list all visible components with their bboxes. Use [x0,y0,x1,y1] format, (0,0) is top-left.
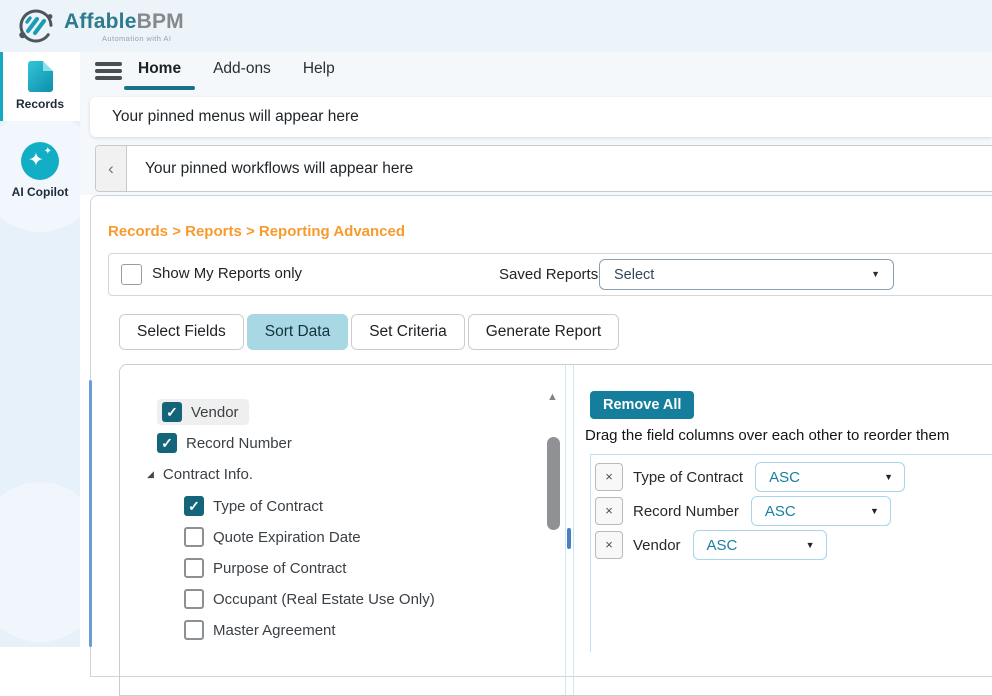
tree-item-purpose-of-contract[interactable]: Purpose of Contract [120,555,540,581]
nav-item-home[interactable]: Home [122,52,197,90]
check-icon: ✓ [166,403,178,420]
pinned-menus-bar: Your pinned menus will appear here [90,97,992,137]
show-my-reports-label[interactable]: Show My Reports only [152,265,303,282]
card-scrollbar-thumb[interactable] [89,380,92,647]
close-icon: × [605,469,613,484]
scrollbar-thumb[interactable] [547,437,560,530]
panel-scrollbar-thumb[interactable] [567,528,571,549]
saved-reports-select[interactable]: Select ▼ [599,259,894,290]
brand-logo-icon [19,9,53,43]
records-icon [27,61,53,92]
chevron-down-icon: ▼ [884,472,894,482]
nav-item-add-ons[interactable]: Add-ons [213,60,271,77]
tab-select-fields[interactable]: Select Fields [119,314,244,350]
tree-item-occupant[interactable]: Occupant (Real Estate Use Only) [120,586,540,612]
sort-field-label: Record Number [633,502,739,520]
check-icon: ✓ [161,434,173,451]
show-my-reports-checkbox[interactable] [121,264,142,285]
report-filter-row: Show My Reports only Saved Reports Selec… [108,253,992,296]
sort-field-label: Vendor [633,536,681,554]
checkbox-occupant[interactable] [184,589,204,609]
drag-reorder-hint: Drag the field columns over each other t… [585,427,950,444]
checkbox-quote-expiration-date[interactable] [184,527,204,547]
checkbox-record-number[interactable]: ✓ [157,433,177,453]
sort-fields-container: × Type of Contract ASC ▼ × Record Number… [590,454,992,652]
sidebar-item-label: Records [15,97,65,111]
chevron-down-icon: ▼ [869,506,879,516]
tab-generate-report[interactable]: Generate Report [467,314,620,350]
breadcrumb[interactable]: Records > Reports > Reporting Advanced [108,223,406,240]
sort-row-vendor[interactable]: × Vendor ASC ▼ [595,530,992,560]
brand-name: AffableBPM [64,10,184,33]
sidebar-item-label: AI Copilot [11,185,69,199]
sparkle-icon: ✦ [43,146,52,157]
sidebar: Records ✦ ✦ AI Copilot [0,52,80,647]
brand-logo[interactable]: AffableBPM Automation with AI [14,4,184,48]
field-tree: ✓ Vendor ✓ Record Number ◢ Contract Info… [120,365,540,648]
close-icon: × [605,503,613,518]
tree-item-quote-expiration-date[interactable]: Quote Expiration Date [120,524,540,550]
tab-set-criteria[interactable]: Set Criteria [351,314,465,350]
app-header: AffableBPM Automation with AI [0,0,992,53]
ai-copilot-icon: ✦ ✦ [21,142,59,180]
remove-field-button[interactable]: × [595,463,623,491]
sort-data-panel: ✓ Vendor ✓ Record Number ◢ Contract Info… [119,364,992,696]
saved-reports-label: Saved Reports [499,266,599,283]
pinned-workflows-placeholder: Your pinned workflows will appear here [145,159,414,177]
scroll-up-icon[interactable]: ▲ [547,391,558,403]
check-icon: ✓ [188,497,200,514]
checkbox-type-of-contract[interactable]: ✓ [184,496,204,516]
reports-card: Records > Reports > Reporting Advanced S… [90,195,992,696]
panel-scroll-track[interactable] [565,365,574,695]
brand-tagline: Automation with AI [102,34,172,43]
close-icon: × [605,537,613,552]
sort-direction-select-vendor[interactable]: ASC ▼ [692,530,827,560]
sidebar-item-records[interactable]: Records [0,52,80,121]
active-item-accent [0,52,3,121]
remove-all-button[interactable]: Remove All [590,391,695,419]
hamburger-menu-icon[interactable] [95,62,122,80]
sort-field-label: Type of Contract [633,468,744,486]
sparkle-icon: ✦ [28,150,44,171]
tree-group-contract-info[interactable]: ◢ Contract Info. [147,465,253,483]
checkbox-purpose-of-contract[interactable] [184,558,204,578]
remove-field-button[interactable]: × [595,531,623,559]
pinned-menus-placeholder: Your pinned menus will appear here [112,108,359,125]
sort-order-panel: Remove All Drag the field columns over e… [585,391,992,695]
nav-item-help[interactable]: Help [302,60,335,77]
tree-item-record-number[interactable]: ✓ Record Number [120,430,540,456]
tree-item-type-of-contract[interactable]: ✓ Type of Contract [120,493,540,519]
sort-row-type-of-contract[interactable]: × Type of Contract ASC ▼ [595,462,992,492]
tree-item-vendor[interactable]: ✓ Vendor [120,399,540,425]
sort-row-record-number[interactable]: × Record Number ASC ▼ [595,496,992,526]
main-nav: Home Add-ons Help [80,52,992,90]
chevron-left-icon: ‹ [108,158,114,178]
tree-expanded-icon[interactable]: ◢ [147,468,154,479]
checkbox-master-agreement[interactable] [184,620,204,640]
pinned-workflows-bar: ‹ Your pinned workflows will appear here [95,145,992,192]
collapse-workflows-button[interactable]: ‹ [96,146,127,191]
field-list-scrollbar[interactable]: ▲ [544,389,562,695]
active-tab-underline [124,86,196,90]
sort-direction-select-type-of-contract[interactable]: ASC ▼ [755,462,906,492]
sidebar-item-ai-copilot[interactable]: ✦ ✦ AI Copilot [0,131,80,209]
chevron-down-icon: ▼ [871,269,880,279]
report-tabs: Select Fields Sort Data Set Criteria Gen… [119,314,620,350]
sort-direction-select-record-number[interactable]: ASC ▼ [750,496,891,526]
tab-sort-data[interactable]: Sort Data [246,314,349,350]
checkbox-vendor[interactable]: ✓ [162,402,182,422]
tree-item-master-agreement[interactable]: Master Agreement [120,617,540,643]
chevron-down-icon: ▼ [805,540,815,550]
remove-field-button[interactable]: × [595,497,623,525]
